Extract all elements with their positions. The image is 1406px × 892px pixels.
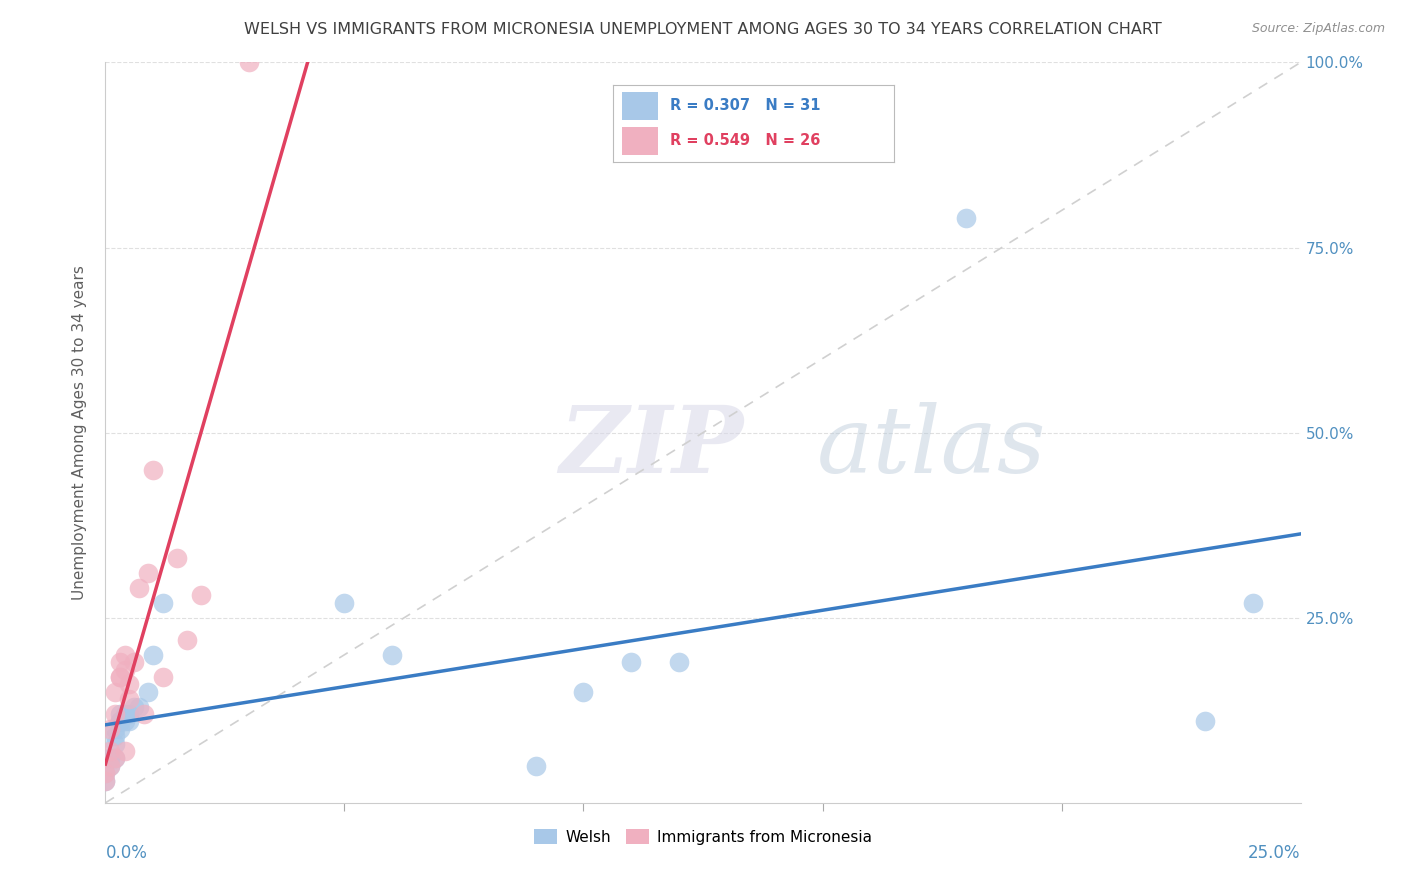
Point [166,551,188,566]
Point [108,714,131,729]
Point [108,706,131,721]
Point [94,773,117,788]
Point [114,714,136,729]
Point [104,722,127,736]
Point [132,706,155,721]
Point [98,744,121,758]
Point [98,751,121,765]
Point [104,737,127,751]
Point [176,632,198,647]
Point [104,685,127,699]
Point [190,589,212,603]
Point [138,685,160,699]
Point [108,670,131,684]
Point [152,670,174,684]
Point [114,706,136,721]
Point [128,699,150,714]
Point [524,758,547,772]
Point [98,758,121,772]
Text: 0.0%: 0.0% [105,844,148,862]
Point [94,766,117,780]
Point [118,677,141,691]
Point [98,751,121,765]
Point [572,685,595,699]
Point [238,55,260,70]
Point [94,773,117,788]
Point [138,566,160,581]
Point [1194,714,1216,729]
Point [142,648,165,662]
Point [108,722,131,736]
Point [118,714,141,729]
Point [955,211,977,225]
Point [122,699,145,714]
Text: atlas: atlas [817,402,1046,492]
Point [118,692,141,706]
Point [142,462,165,476]
Point [98,722,121,736]
Point [1241,596,1264,610]
Point [108,714,131,729]
Point [620,655,643,669]
Point [94,766,117,780]
Point [98,758,121,772]
Point [108,655,131,669]
Point [333,596,356,610]
Point [104,706,127,721]
Point [114,744,136,758]
Point [104,751,127,765]
Point [104,751,127,765]
Legend: Welsh, Immigrants from Micronesia: Welsh, Immigrants from Micronesia [529,822,877,851]
Point [118,706,141,721]
Point [128,581,150,595]
Text: 25.0%: 25.0% [1249,844,1301,862]
Text: Source: ZipAtlas.com: Source: ZipAtlas.com [1251,22,1385,36]
Point [381,648,404,662]
Y-axis label: Unemployment Among Ages 30 to 34 years: Unemployment Among Ages 30 to 34 years [72,265,87,600]
Point [122,655,145,669]
Point [104,729,127,743]
Point [114,663,136,677]
Point [108,670,131,684]
Point [152,596,174,610]
Point [668,655,690,669]
Text: ZIP: ZIP [560,402,744,492]
Point [114,648,136,662]
Text: WELSH VS IMMIGRANTS FROM MICRONESIA UNEMPLOYMENT AMONG AGES 30 TO 34 YEARS CORRE: WELSH VS IMMIGRANTS FROM MICRONESIA UNEM… [245,22,1161,37]
